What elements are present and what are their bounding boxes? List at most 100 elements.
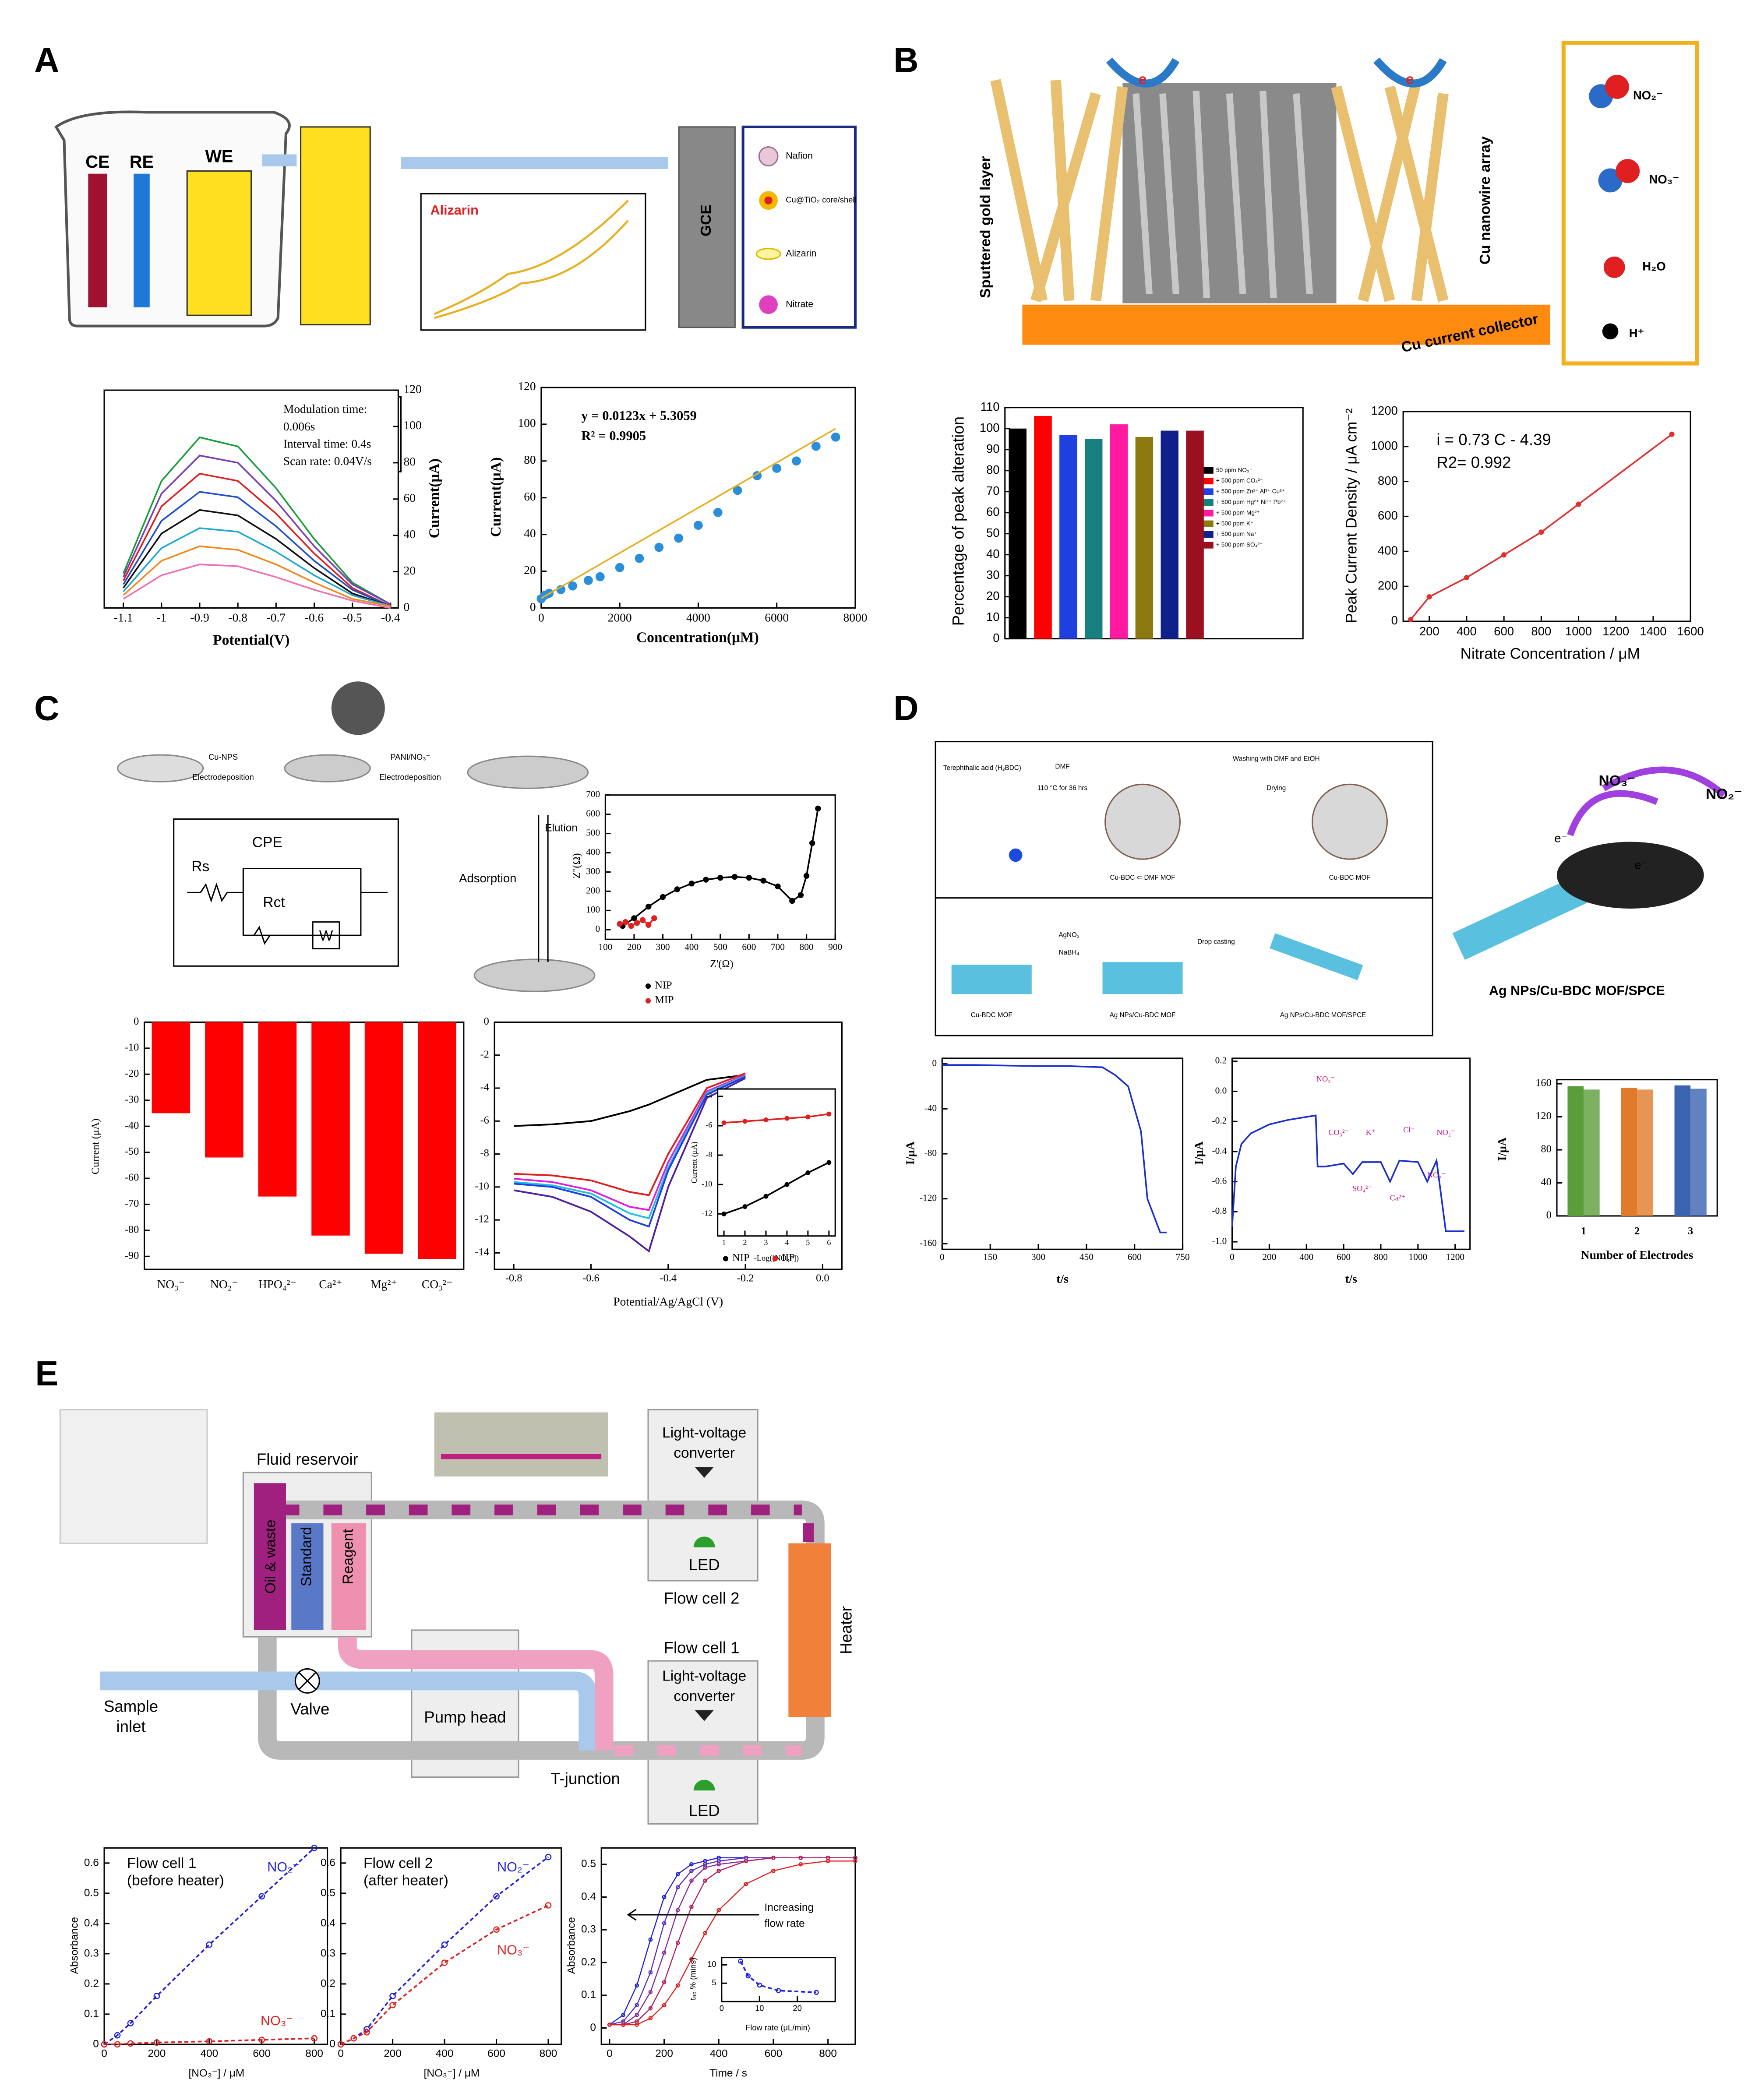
- y-tick-label: 0.6: [84, 1857, 99, 1868]
- y-tick-label: 0.2: [321, 1977, 335, 1989]
- data-point: [703, 1878, 707, 1883]
- annotation: Interval time: 0.4s: [283, 437, 371, 450]
- x-tick-label: 800: [1374, 1251, 1388, 1262]
- data-point: [853, 1859, 857, 1864]
- data-point: [771, 1855, 776, 1860]
- series-line: [513, 1077, 746, 1253]
- y-tick-label: 0.4: [84, 1917, 99, 1929]
- diagram-label: Adsorption: [459, 871, 516, 885]
- equilibrium-arrows: [538, 815, 549, 962]
- diagram-label: 110 °C for 36 hrs: [1037, 784, 1088, 792]
- y-tick-label: 0: [134, 1015, 139, 1027]
- plot-area: [717, 1088, 836, 1237]
- data-point: [258, 1893, 265, 1900]
- bar: [258, 1022, 297, 1197]
- series-line: [123, 509, 391, 607]
- x-tick-label: 10: [755, 2004, 764, 2013]
- y-tick-label: 100: [586, 904, 600, 915]
- annotation: NO₂⁻: [1436, 1128, 1455, 1137]
- diagram-label: e⁻: [1554, 832, 1567, 845]
- x-tick-label: 600: [487, 2047, 505, 2059]
- data-point: [389, 1993, 396, 1999]
- y-tick-label: 0.6: [321, 1857, 335, 1868]
- data-point: [639, 917, 646, 923]
- y-tick-label: 0: [404, 600, 410, 613]
- x-tick-label: 800: [819, 2047, 837, 2059]
- data-point: [654, 543, 664, 552]
- chart-title: Flow cell 2: [363, 1855, 433, 1871]
- x-tick-label: 1400: [1640, 624, 1666, 638]
- x-tick-label: 300: [656, 941, 670, 952]
- mof-block: [951, 965, 1032, 994]
- x-axis-label: [NO₃⁻] / μM: [424, 2068, 480, 2079]
- diagram-label: Cu nanowire array: [1477, 136, 1493, 264]
- tubing: [258, 1500, 825, 1760]
- y-axis-label: t₉₀ % (mins): [688, 1958, 698, 2000]
- y-tick-label: 40: [986, 547, 1000, 560]
- diagram-label: Cu-BDC MOF: [1329, 874, 1371, 881]
- y-tick-label: 0.3: [581, 1924, 596, 1935]
- series-line: [513, 1075, 746, 1219]
- x-tick-label: 600: [765, 2047, 783, 2059]
- x-tick-label: 600: [1337, 1251, 1351, 1262]
- data-point: [776, 1988, 781, 1993]
- y-axis-label: Current (μA): [690, 1142, 699, 1184]
- diagram-label: Cu-BDC ⊂ DMF MOF: [1110, 874, 1175, 881]
- y-tick-label: 0.0: [1215, 1085, 1227, 1096]
- category-label: NO₂⁻: [210, 1278, 238, 1291]
- legend-swatch: [1203, 488, 1214, 495]
- annotation: R2= 0.992: [1436, 454, 1511, 472]
- x-tick-label: -0.4: [660, 1272, 677, 1284]
- series-line: [740, 1961, 817, 1994]
- legend-label: + 500 ppm Na⁺: [1216, 531, 1257, 537]
- standard-reservoir: [291, 1523, 324, 1630]
- y-axis-label: I/μA: [1192, 1141, 1206, 1165]
- x-axis-label: Concentration(μM): [636, 629, 759, 645]
- x-tick-label: 400: [200, 2047, 218, 2059]
- plot-area: [604, 794, 836, 940]
- x-tick-label: 200: [1419, 624, 1439, 638]
- x-tick-label: -0.5: [343, 611, 362, 624]
- data-point: [114, 2032, 121, 2039]
- spce: [1270, 933, 1363, 980]
- series-line: [340, 1904, 549, 2045]
- annotation: NO₃⁻: [1316, 1075, 1335, 1083]
- data-point: [721, 1120, 727, 1125]
- photo: [59, 1409, 208, 1544]
- bar: [1674, 1085, 1691, 1216]
- data-point: [731, 874, 738, 880]
- y-tick-label: 80: [524, 453, 536, 466]
- diagram-label: Washing with DMF and EtOH: [1233, 755, 1320, 762]
- data-point: [760, 877, 766, 884]
- plot-area: [103, 389, 399, 609]
- diagram-label: CPE: [252, 834, 282, 850]
- data-point: [648, 2006, 653, 2011]
- x-tick-label: -0.2: [737, 1272, 754, 1284]
- legend-label: IIP: [782, 1252, 795, 1264]
- h-icon: [1602, 323, 1619, 340]
- y-tick-label: 500: [586, 827, 600, 838]
- data-point: [662, 2003, 667, 2008]
- category-label: 2: [1634, 1225, 1640, 1237]
- x-tick-label: 0: [101, 2047, 107, 2059]
- data-point: [742, 1119, 748, 1124]
- data-point: [745, 1973, 751, 1979]
- series-line: [514, 1074, 746, 1127]
- diagram-label: converter: [674, 1688, 735, 1704]
- x-tick-label: 800: [1531, 624, 1551, 638]
- diagram-label: GCE: [698, 204, 714, 236]
- plot-area: [540, 387, 856, 609]
- diagram-label: Cu@TiO₂ core/shell: [786, 195, 856, 204]
- diagram-label: e⁻: [1634, 858, 1648, 872]
- legend-swatch: [1203, 467, 1214, 474]
- flow-cell-2: [647, 1409, 759, 1582]
- y-tick-label: -2: [480, 1048, 489, 1060]
- bar: [1059, 435, 1077, 639]
- data-point: [742, 1204, 748, 1209]
- y-tick-label: -12: [702, 1209, 712, 1218]
- diagram-label: WE: [205, 147, 233, 166]
- y-tick-label: 60: [524, 490, 536, 503]
- y-tick-label: -4: [480, 1082, 489, 1093]
- annotation: CO₃²⁻: [1328, 1128, 1349, 1137]
- series-line: [609, 1857, 855, 2026]
